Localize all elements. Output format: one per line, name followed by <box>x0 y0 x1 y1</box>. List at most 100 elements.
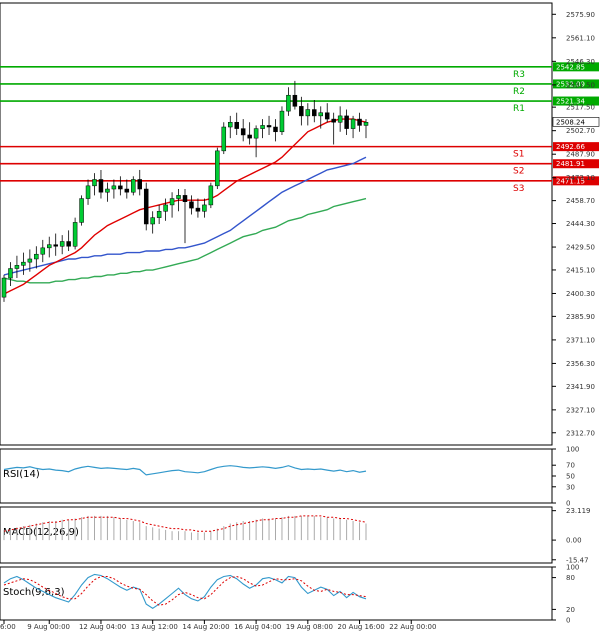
candle <box>59 235 65 255</box>
candle-body-down <box>312 109 317 117</box>
level-price-badge <box>553 176 599 186</box>
candle-body-up <box>286 94 291 112</box>
macd-pane-frame <box>0 506 553 564</box>
time-tick-label: 13 Aug 12:00 <box>131 623 178 631</box>
candle-body-down <box>247 134 252 139</box>
candle-body-down <box>143 188 149 225</box>
price-tick-label: 2400.30 <box>566 290 595 298</box>
candle <box>105 182 110 202</box>
candle <box>260 119 265 139</box>
candle-body-up <box>163 204 168 212</box>
macd-pane-tick-label: -15.47 <box>566 556 589 564</box>
level-price-label: 2532.09 <box>556 80 585 88</box>
level-price-label: 2521.34 <box>556 98 585 106</box>
candle <box>299 96 304 126</box>
candle <box>72 217 78 250</box>
candle <box>273 119 278 142</box>
stoch-pane-tick-label: 80 <box>566 574 575 582</box>
candle <box>331 112 336 145</box>
price-tick-label: 2429.50 <box>566 244 595 252</box>
candle-body-down <box>53 244 58 247</box>
candle <box>357 112 362 132</box>
price-tick-label: 2371.10 <box>566 336 595 344</box>
candle-body-up <box>202 204 207 212</box>
candle-body-up <box>253 128 259 139</box>
candle-body-up <box>85 185 91 199</box>
candle <box>266 115 272 135</box>
rsi-pane: 100 70 50 30 0 RSI(14) <box>3 446 579 508</box>
support-resistance-levels: R3 2542.85 R2 2532.09 R1 2521.34 S1 2492.66 S2 24… <box>0 62 599 194</box>
price-tick-label: 2327.10 <box>566 406 595 414</box>
candle-body-up <box>350 118 356 129</box>
level-price-badge <box>553 62 599 72</box>
candle <box>228 115 233 139</box>
candle <box>98 169 104 199</box>
candle-body-up <box>318 112 323 117</box>
candle-body-up <box>169 198 175 206</box>
candle-body-up <box>8 268 13 279</box>
candle-body-up <box>221 126 227 152</box>
candle <box>40 239 46 263</box>
candle <box>124 179 130 199</box>
time-tick-label: 12 Aug 04:00 <box>79 623 126 631</box>
price-tick-label: 2517.50 <box>566 104 595 112</box>
candle <box>247 122 252 145</box>
price-tick-label: 2561.10 <box>566 34 595 42</box>
stoch-d-line <box>3 575 367 606</box>
price-tick-label: 2487.90 <box>566 151 595 159</box>
candle-body-up <box>34 253 39 260</box>
candle <box>176 189 181 212</box>
rsi-pane-label: RSI(14) <box>3 469 40 480</box>
candle <box>27 249 33 272</box>
price-tick-label: 2575.90 <box>566 11 595 19</box>
macd-pane: 23.119 0.00 -15.47 MACD(12,26,9) <box>3 507 591 564</box>
candle-body-down <box>240 128 246 136</box>
candle-body-up <box>363 121 369 126</box>
candle-body-up <box>47 244 52 249</box>
candle-body-up <box>111 185 117 190</box>
candle-body-up <box>92 179 97 187</box>
candle <box>47 236 52 258</box>
candle <box>85 179 91 205</box>
price-tick-label: 2341.90 <box>566 383 595 391</box>
rsi-pane-tick-label: 30 <box>566 483 575 491</box>
candle-body-down <box>66 241 71 247</box>
candle <box>363 119 369 139</box>
macd-pane-tick-label: 23.119 <box>566 507 591 515</box>
candle-body-up <box>21 261 26 266</box>
macd-pane-tick-label: 0.00 <box>566 537 582 545</box>
price-tick-label: 2502.70 <box>566 127 595 135</box>
candle-body-down <box>182 195 188 202</box>
level-name-s1: S1 <box>513 150 524 160</box>
candle <box>234 112 239 135</box>
candle-body-up <box>72 222 78 247</box>
price-axis: 2575.90 2561.10 2546.30 2531.50 2517.50 2502.… <box>552 11 600 437</box>
candle <box>221 122 227 155</box>
price-tick-label: 2356.30 <box>566 360 595 368</box>
ma-mid-line <box>3 156 367 276</box>
stoch-pane-label: Stoch(9,6,3) <box>3 587 65 598</box>
time-tick-label: 9 Aug 00:00 <box>27 623 70 631</box>
candle-body-up <box>305 109 311 117</box>
candle-body-down <box>137 179 142 190</box>
candle-body-up <box>105 188 110 193</box>
level-name-r1: R1 <box>513 104 525 114</box>
level-name-s3: S3 <box>513 184 524 194</box>
candle <box>208 182 214 209</box>
level-price-label: 2471.15 <box>556 177 585 185</box>
candle <box>34 246 39 269</box>
candle-body-down <box>299 106 304 117</box>
ma-slow-line <box>3 197 367 284</box>
level-price-label: 2481.91 <box>556 160 585 168</box>
candle-body-up <box>59 241 65 247</box>
candle <box>21 252 26 275</box>
current-price-badge <box>552 117 600 127</box>
rsi-pane-tick-label: 100 <box>566 446 579 454</box>
level-price-label: 2542.85 <box>556 63 585 71</box>
candle <box>163 198 168 221</box>
candlesticks <box>1 80 369 302</box>
candle-body-up <box>14 265 20 269</box>
time-tick-label: 20 Aug 16:00 <box>338 623 385 631</box>
candle <box>350 115 356 139</box>
